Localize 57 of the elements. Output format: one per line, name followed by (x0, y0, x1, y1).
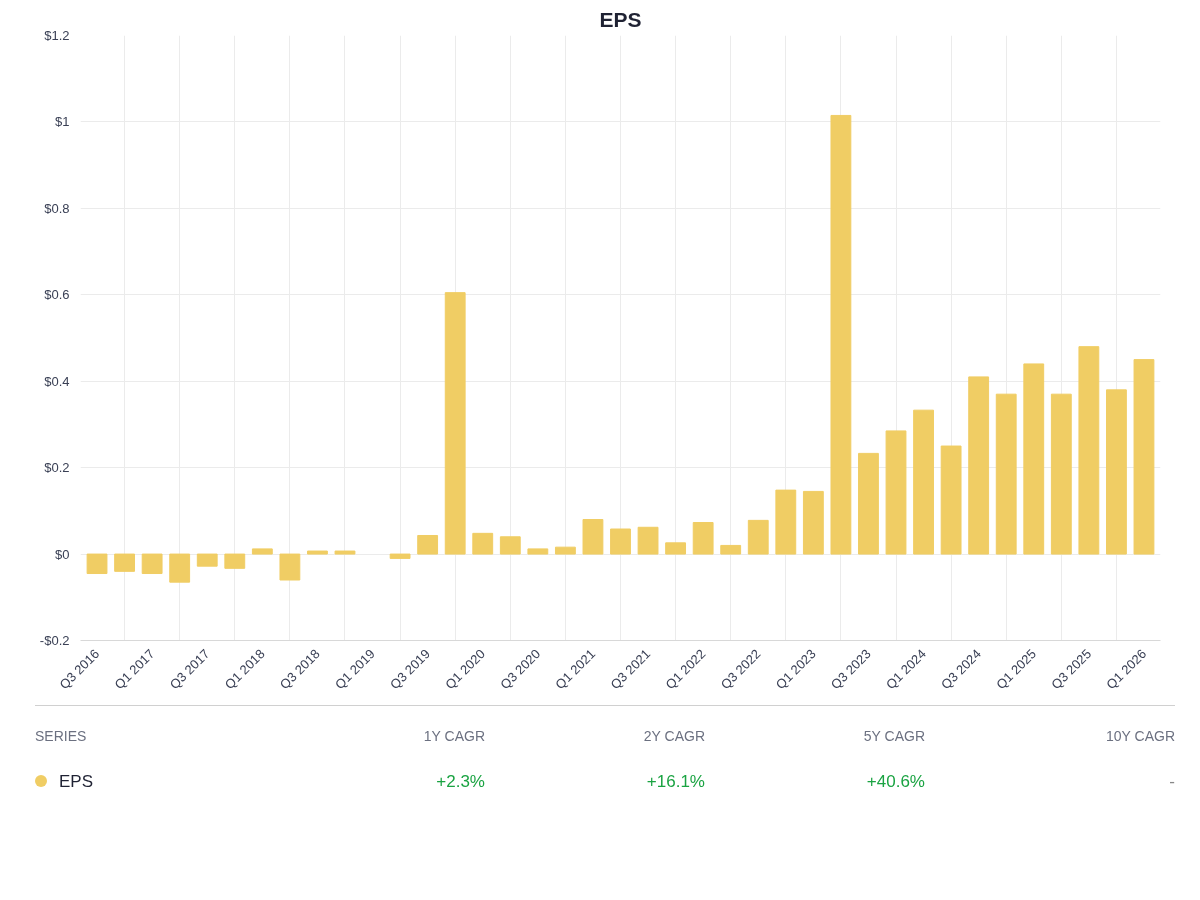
y-tick-label: $0.6 (44, 287, 70, 303)
bar (802, 490, 824, 555)
bar (527, 548, 549, 555)
text: 10Y CAGR (1105, 727, 1175, 746)
bar (141, 553, 163, 575)
bar (913, 409, 934, 555)
bar (1106, 389, 1127, 555)
y-tick-label: $0.2 (44, 460, 70, 476)
bar (968, 376, 990, 555)
text: +16.1% (645, 771, 705, 793)
legend-label: EPS (58, 771, 95, 793)
y-tick-label: $0 (55, 546, 70, 562)
bar (775, 489, 797, 555)
bar (830, 114, 852, 555)
bar (665, 542, 687, 555)
bar (169, 553, 191, 583)
bar (582, 519, 604, 555)
text: - (1168, 771, 1175, 793)
bar (499, 536, 521, 555)
bar (858, 452, 879, 555)
bar (334, 550, 356, 555)
text: 5Y CAGR (862, 727, 925, 746)
bar (1023, 363, 1045, 555)
bar (279, 553, 301, 581)
y-tick-label: $0.8 (44, 200, 70, 216)
bar (251, 548, 273, 555)
bar (720, 544, 742, 555)
bar (940, 445, 962, 555)
bar (307, 550, 328, 555)
chart-title: EPS (599, 7, 642, 31)
bar (885, 430, 907, 555)
bar (554, 546, 576, 555)
bar (86, 553, 108, 575)
bar (114, 553, 135, 572)
bar (196, 553, 218, 567)
text: 1Y CAGR (422, 727, 485, 746)
bar (224, 553, 246, 569)
bar (417, 534, 439, 555)
bar (1133, 359, 1155, 555)
y-tick-label: $1.2 (44, 28, 70, 43)
bar (692, 522, 714, 555)
y-tick-label: -$0.2 (39, 633, 70, 648)
text: SERIES (35, 727, 88, 746)
text: +40.6% (865, 771, 925, 793)
bar (472, 532, 494, 555)
bar (747, 519, 769, 555)
text: 2Y CAGR (642, 727, 705, 746)
bar (995, 393, 1017, 555)
bar (637, 526, 659, 555)
bar (610, 528, 631, 555)
y-tick-label: $0.4 (44, 373, 70, 389)
bar (1050, 393, 1072, 555)
text: +2.3% (435, 771, 485, 793)
y-tick-label: $1 (55, 114, 70, 130)
bar (389, 553, 411, 559)
bar (1078, 346, 1100, 555)
bar (444, 292, 466, 555)
